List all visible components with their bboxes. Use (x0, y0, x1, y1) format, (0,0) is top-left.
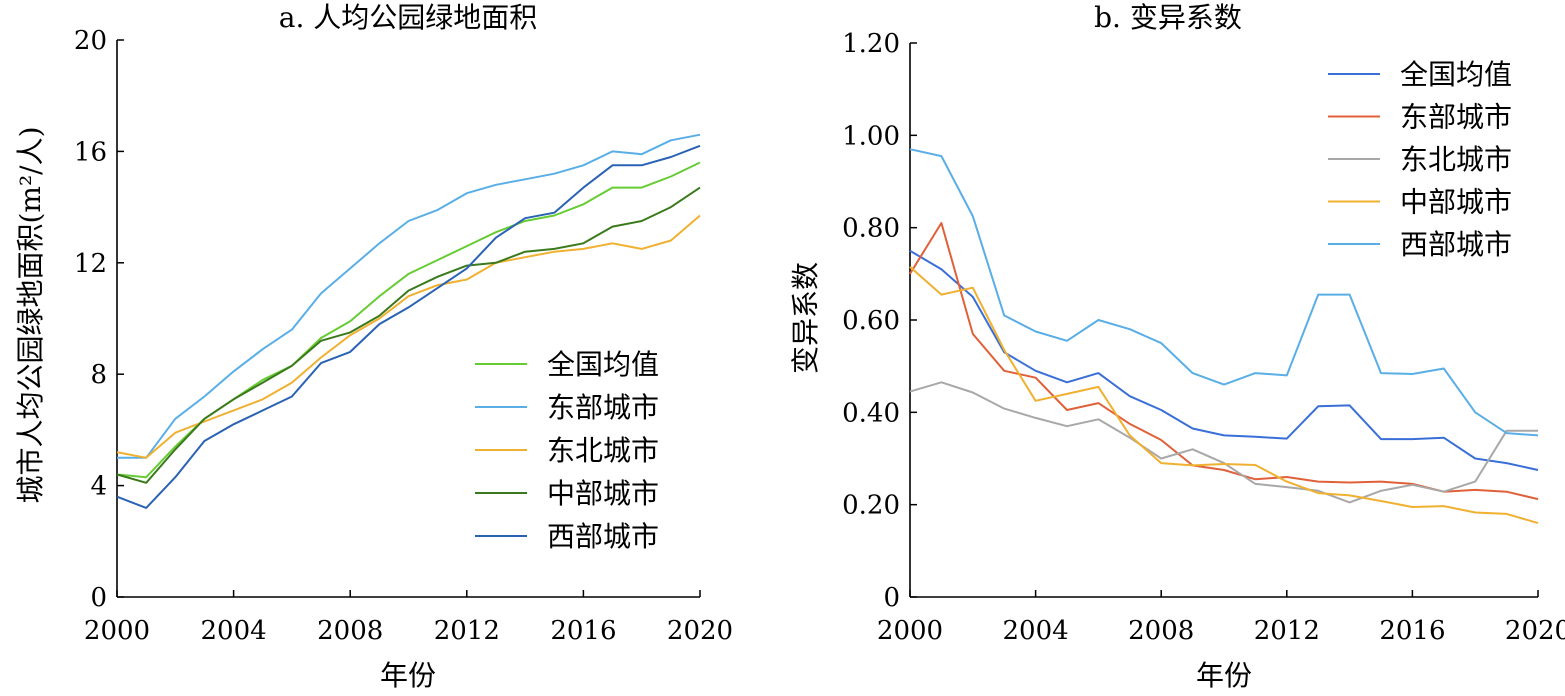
series-line-b-4 (909, 266, 1539, 525)
x-tick-label: 2004 (201, 616, 267, 646)
series-line-a-2 (117, 133, 701, 459)
x-tick-label: 2004 (1003, 616, 1069, 646)
chart-panel-b: b. 变异系数 变异系数 年份 0 0.20 0.40 0.60 0.80 1.00 1.2… (789, 1, 1565, 692)
chart-panel-a: a. 人均公园绿地面积 城市人均公园绿地面积(m²/人) 年份 0 4 8 12 16 2… (14, 1, 733, 692)
x-tick-label: 2012 (434, 616, 500, 646)
series-line-b-5 (909, 148, 1539, 437)
x-axis-title-b: 年份 (1196, 659, 1252, 692)
y-axis-title-b: 变异系数 (789, 262, 822, 374)
legend-label: 中部城市 (547, 477, 659, 510)
legend-label: 东部城市 (1400, 101, 1512, 134)
legend-label: 全国均值 (547, 348, 659, 381)
series-line-b-3 (909, 381, 1538, 504)
x-tick-label: 2012 (1254, 616, 1320, 646)
x-axis-title-a: 年份 (380, 659, 436, 692)
y-tick-label: 0.60 (842, 306, 900, 336)
series-line-b-1 (909, 249, 1539, 471)
y-tick-label: 0.40 (842, 398, 900, 428)
legend-label: 东北城市 (547, 434, 659, 467)
y-tick-label: 8 (90, 360, 107, 390)
series-line-a-1 (116, 161, 701, 479)
series-line-b-2 (909, 222, 1539, 501)
x-tick-label: 2008 (1128, 616, 1194, 646)
legend-label: 东部城市 (547, 391, 659, 424)
legend-label: 全国均值 (1400, 58, 1512, 91)
y-tick-label: 0 (90, 583, 107, 613)
y-tick-label: 0.20 (842, 491, 900, 521)
legend-label: 东北城市 (1400, 143, 1512, 176)
legend-label: 中部城市 (1400, 186, 1512, 219)
y-tick-label: 0 (883, 583, 900, 613)
x-tick-label: 2008 (317, 616, 383, 646)
series-line-a-3 (116, 214, 701, 459)
y-tick-label: 1.20 (842, 29, 900, 59)
y-tick-label: 0.80 (842, 214, 900, 244)
x-tick-label: 2000 (877, 616, 943, 646)
chart-title-b: b. 变异系数 (1094, 1, 1242, 34)
plot-area-a: 0 4 8 12 16 20 2000 2004 2008 2012 2016 2020 全国均值东部城… (74, 26, 733, 646)
series-line-a-4 (116, 186, 701, 484)
legend-label: 西部城市 (547, 520, 659, 553)
legend-label: 西部城市 (1400, 228, 1512, 261)
y-tick-label: 16 (74, 137, 107, 167)
x-tick-label: 2016 (550, 616, 616, 646)
series-line-a-5 (116, 144, 701, 509)
y-tick-label: 12 (74, 249, 107, 279)
chart-title-a: a. 人均公园绿地面积 (279, 1, 538, 34)
y-axis-title-a: 城市人均公园绿地面积(m²/人) (14, 126, 47, 503)
x-tick-label: 2000 (84, 616, 150, 646)
x-tick-label: 2020 (667, 616, 733, 646)
y-tick-label: 4 (90, 472, 107, 502)
y-tick-label: 1.00 (842, 121, 900, 151)
plot-area-b: 0 0.20 0.40 0.60 0.80 1.00 1.20 2000 2004 2008 201… (842, 29, 1565, 646)
x-tick-label: 2016 (1379, 616, 1445, 646)
x-tick-label: 2020 (1505, 616, 1565, 646)
y-tick-label: 20 (74, 26, 107, 56)
